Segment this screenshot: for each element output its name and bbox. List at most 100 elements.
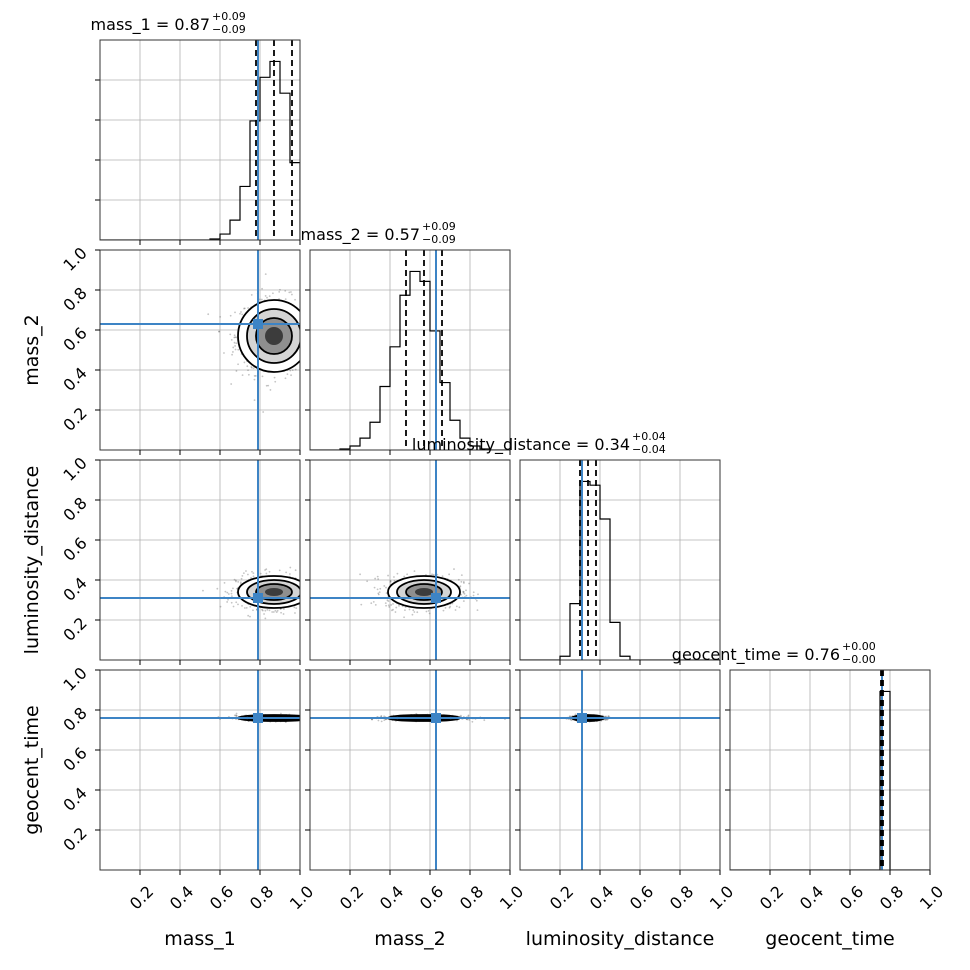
scatter-point [291,293,293,296]
scatter-point [378,591,381,594]
x-tick-label: 0.4 [586,882,617,913]
scatter-point [301,587,303,589]
scatter-point [448,573,451,576]
scatter-point [300,600,302,602]
scatter-point [323,581,325,583]
scatter-point [303,717,305,719]
scatter-point [253,375,256,377]
scatter-point [303,320,305,322]
panel-frame [99,249,301,451]
scatter-point [207,313,210,316]
contour-line [246,308,300,364]
scatter-point [301,717,303,719]
scatter-point [463,582,465,584]
title-geocent-time: geocent_time = 0.76 +0.00−0.00 [672,640,876,666]
scatter-point [398,605,400,607]
x-axis-label-mass-1: mass_1 [164,928,236,950]
x-tick-label: 1.0 [496,882,527,913]
scatter-point [459,585,462,588]
scatter-point [312,588,314,590]
scatter-point [302,582,304,584]
scatter-point [318,367,320,369]
scatter-point [395,606,398,609]
scatter-point [462,581,465,583]
scatter-point [230,589,233,592]
scatter-point [245,570,247,572]
scatter-point [312,302,314,304]
scatter-point [425,610,428,613]
x-tick-label: 0.8 [246,882,277,913]
scatter-point [374,577,377,580]
scatter-point [472,594,475,597]
scatter-point [243,607,246,609]
panel-frame [519,459,721,661]
panel-content [100,250,321,450]
title-luminosity-distance: luminosity_distance = 0.34 +0.04−0.04 [412,430,666,456]
scatter-point [223,352,225,354]
y-tick-label: 0.2 [59,613,90,644]
scatter-point [377,593,380,596]
scatter-point [289,566,292,569]
contour-panel-luminosity-distance-vs-mass-1 [95,459,331,665]
scatter-point [329,595,331,597]
panels-layer [95,39,931,875]
scatter-point [385,604,387,607]
truth-marker [431,713,441,723]
scatter-point [232,605,235,608]
scatter-point [359,573,361,576]
scatter-point [305,600,307,602]
density-fill [265,588,283,596]
scatter-point [462,590,465,593]
title-main: mass_1 = 0.87 [91,15,210,35]
scatter-point [428,612,431,615]
scatter-point [570,719,573,722]
scatter-point [301,594,303,596]
panel-frame [519,669,721,871]
scatter-point [411,613,414,616]
scatter-point [274,380,277,383]
scatter-point [380,715,383,717]
scatter-point [223,581,226,584]
scatter-point [416,611,419,614]
scatter-point [459,714,462,717]
scatter-point [383,715,386,718]
truth-marker [253,713,263,723]
scatter-point [301,349,303,351]
scatter-point [230,601,233,604]
scatter-point [218,330,221,333]
scatter-point [300,716,302,718]
scatter-point [306,717,308,719]
scatter-point [306,592,308,594]
scatter-point [282,613,285,615]
scatter-point [302,718,304,720]
scatter-point [379,587,382,590]
scatter-point [607,715,610,718]
scatter-point [413,570,416,573]
title-main: mass_2 = 0.57 [301,225,420,245]
scatter-point [237,603,239,606]
scatter-point [380,715,383,718]
scatter-point [319,322,321,324]
scatter-point [305,583,307,585]
panel-content [310,670,510,870]
scatter-point [314,600,316,602]
x-tick-label: 0.8 [666,882,697,913]
scatter-point [302,307,304,309]
scatter-point [306,591,308,593]
scatter-point [261,608,263,611]
scatter-point [294,569,297,572]
scatter-point [274,609,277,612]
scatter-point [301,607,303,609]
x-axis-label-mass-2: mass_2 [374,928,446,950]
scatter-point [301,307,303,309]
x-tick-label: 0.2 [756,882,787,913]
scatter-point [303,718,305,720]
scatter-point [254,375,257,377]
scatter-point [377,578,380,580]
scatter-point [286,373,289,376]
y-tick-label: 0.6 [59,743,90,774]
scatter-point [322,600,324,602]
scatter-point [300,715,302,717]
scatter-point [245,606,248,609]
scatter-point [388,606,391,608]
